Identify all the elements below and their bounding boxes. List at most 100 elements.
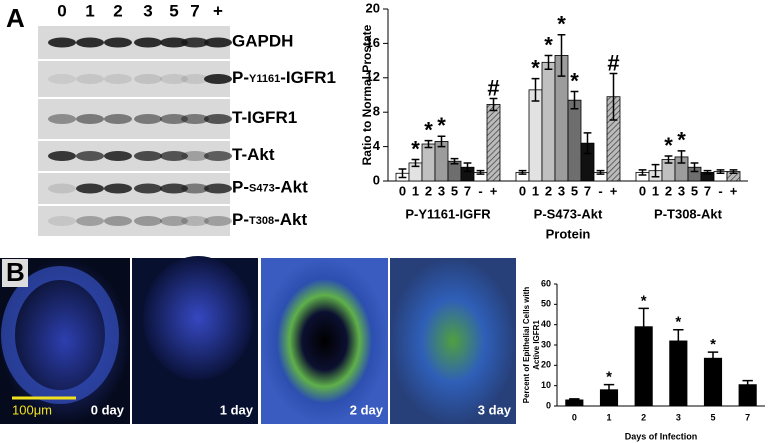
bar-label: 2 xyxy=(665,183,672,198)
blot-band xyxy=(76,74,104,84)
y-tick-label: 12 xyxy=(366,69,380,84)
bar-label: 0 xyxy=(519,183,526,198)
blot-band xyxy=(48,37,76,48)
bar-label: 1 xyxy=(412,183,419,198)
bar-label: 3 xyxy=(558,183,565,198)
blot-band xyxy=(134,183,162,194)
annotation: # xyxy=(487,75,499,100)
bar-label: + xyxy=(730,183,738,198)
y-tick-label: 0 xyxy=(373,172,380,187)
blot-band xyxy=(134,114,162,124)
error-bar xyxy=(716,169,725,175)
error-bar xyxy=(398,168,407,179)
x-axis-label: Days of Infection xyxy=(625,431,698,441)
blot-band xyxy=(104,151,132,161)
day-label: 1 day xyxy=(220,402,254,417)
bar xyxy=(541,61,556,182)
error-bar xyxy=(557,34,566,77)
label-part: T308 xyxy=(249,215,274,227)
blot-band xyxy=(204,216,232,226)
blot-band xyxy=(76,37,104,48)
blot-band xyxy=(204,74,232,84)
label-part: Y1161 xyxy=(249,73,280,85)
error-bar xyxy=(707,351,719,366)
blot-band xyxy=(160,74,188,84)
x-tick-label: 0 xyxy=(572,412,577,422)
bar xyxy=(421,143,436,182)
y-tick-label: 16 xyxy=(366,35,380,50)
bar-label: 3 xyxy=(438,183,445,198)
bar-label: - xyxy=(478,183,482,198)
annotation: * xyxy=(424,117,433,142)
bar-label: 7 xyxy=(464,183,471,198)
bar-label: 0 xyxy=(399,183,406,198)
error-bar xyxy=(518,169,527,175)
label-part: P- xyxy=(232,68,249,87)
error-bar xyxy=(450,157,459,165)
annotation: * xyxy=(544,32,553,57)
blot-band xyxy=(204,151,232,161)
blot-band xyxy=(48,151,76,161)
error-bar xyxy=(729,169,738,175)
error-bar xyxy=(690,162,699,173)
micrographs: 100μm 0 day 1 day 2 day 3 day xyxy=(0,256,516,424)
bar-label: 2 xyxy=(545,183,552,198)
error-bar xyxy=(476,169,485,175)
blot-strip xyxy=(38,206,230,236)
blot-band xyxy=(181,37,209,48)
bar-label: 3 xyxy=(678,183,685,198)
error-bar xyxy=(437,135,446,148)
y-tick-label: 20 xyxy=(541,360,551,370)
bar-label: 7 xyxy=(704,183,711,198)
blot-band xyxy=(181,151,209,161)
scale-label: 100μm xyxy=(12,402,52,417)
x-tick-label: 2 xyxy=(641,412,646,422)
bar-label: 2 xyxy=(425,183,432,198)
bar-label: - xyxy=(598,183,602,198)
blot-band xyxy=(104,114,132,124)
error-bar xyxy=(677,150,686,164)
annotation: * xyxy=(677,128,686,153)
bar-label: + xyxy=(490,183,498,198)
x-tick-label: P-Y1161-IGFR xyxy=(405,206,491,221)
error-bar xyxy=(463,162,472,173)
blot-row-label: P-Y1161-IGFR1 xyxy=(232,68,336,87)
error-bar xyxy=(596,169,605,175)
blot-row-label: GAPDH xyxy=(232,32,293,51)
blot-band xyxy=(160,216,188,226)
error-bar xyxy=(703,169,712,175)
blot-band xyxy=(48,114,76,124)
blot-band xyxy=(181,216,209,226)
blot-band xyxy=(134,74,162,84)
annotation: * xyxy=(411,136,420,161)
error-bar xyxy=(531,77,540,102)
y-tick-label: 0 xyxy=(546,400,551,410)
blot-row-label: T-Akt xyxy=(232,145,275,164)
day-label: 0 day xyxy=(91,402,125,417)
y-tick-label: 50 xyxy=(541,299,551,309)
x-tick-label: 3 xyxy=(676,412,681,422)
blot-strip xyxy=(38,61,230,97)
error-bar xyxy=(544,54,553,70)
label-part: T-Akt xyxy=(232,145,275,164)
blot-band xyxy=(204,114,232,124)
y-tick-label: 8 xyxy=(373,104,380,119)
x-tick-label: 1 xyxy=(606,412,611,422)
day-label: 3 day xyxy=(478,402,512,417)
blot-band xyxy=(104,216,132,226)
bar-label: 5 xyxy=(571,183,578,198)
error-bar xyxy=(603,383,615,396)
content: 0 1 2 3 5 7 +GAPDHP-Y1161-IGFR1T-IGFR1T-AktP-S… xyxy=(38,0,765,441)
blot-band xyxy=(160,183,188,194)
y-tick-label: 60 xyxy=(541,278,551,288)
error-bar xyxy=(411,158,420,168)
y-tick-label: 10 xyxy=(541,380,551,390)
y-axis-label: Percent of Epithelial Cells with xyxy=(522,287,531,404)
blot-band xyxy=(104,37,132,48)
blot-band xyxy=(134,151,162,161)
blot-band xyxy=(204,183,232,194)
blot-band xyxy=(181,74,209,84)
blot-band xyxy=(181,114,209,124)
label-part: -IGFR1 xyxy=(280,68,336,87)
